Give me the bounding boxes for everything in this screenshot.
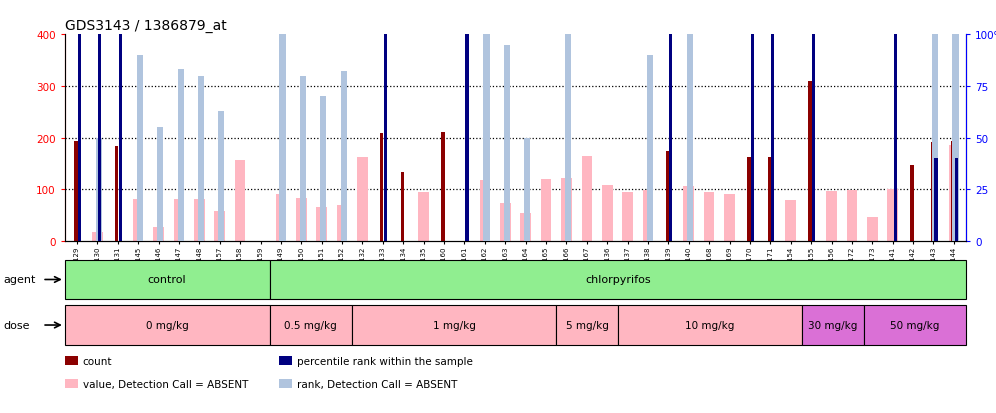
Bar [341,72,347,242]
Bar [99,0,102,242]
Bar [214,211,225,242]
Bar [116,147,119,242]
Text: GDS3143 / 1386879_at: GDS3143 / 1386879_at [65,19,226,33]
Bar [418,192,429,242]
Bar [646,56,652,242]
Text: 1 mg/kg: 1 mg/kg [432,320,475,330]
Text: 10 mg/kg: 10 mg/kg [685,320,735,330]
Bar [520,213,531,242]
Bar [317,207,327,242]
Text: dose: dose [3,320,30,330]
Bar [582,157,592,242]
Bar [724,194,735,242]
Bar [157,128,163,242]
Bar [400,173,404,242]
Bar [910,165,913,242]
Bar [358,157,368,242]
Bar [802,306,864,345]
Text: control: control [147,275,186,285]
Bar [198,76,204,242]
Bar [479,181,490,242]
Bar [867,217,877,242]
Bar [218,112,224,242]
Bar [173,199,184,242]
Bar [119,0,122,242]
Text: chlorpyrifos: chlorpyrifos [585,275,650,285]
Bar [747,157,751,242]
Bar [565,0,571,242]
Bar [153,227,164,242]
Bar [352,306,557,345]
Text: 50 mg/kg: 50 mg/kg [890,320,939,330]
Text: 5 mg/kg: 5 mg/kg [566,320,609,330]
Bar [483,0,489,242]
Text: rank, Detection Call = ABSENT: rank, Detection Call = ABSENT [297,379,457,389]
Bar [951,142,954,242]
Bar [337,206,348,242]
Text: value, Detection Call = ABSENT: value, Detection Call = ABSENT [83,379,248,389]
Bar [771,0,775,242]
Bar [92,232,103,242]
Bar [132,199,143,242]
Bar [864,306,966,345]
Bar [136,56,142,242]
Bar [276,194,286,242]
Bar [827,192,837,242]
Bar [812,0,815,242]
Bar [524,138,530,242]
Bar [786,200,796,242]
Bar [296,199,307,242]
Bar [768,157,771,242]
Bar [441,133,444,242]
Bar [75,142,78,242]
Bar [280,14,286,242]
Bar [383,0,387,242]
Bar [557,306,618,345]
Bar [602,186,613,242]
Bar [500,204,511,242]
Bar [65,306,270,345]
Bar [618,306,802,345]
Bar [177,70,183,242]
Bar [541,180,552,242]
Bar [687,21,693,242]
Bar [321,97,327,242]
Text: 30 mg/kg: 30 mg/kg [809,320,858,330]
Text: 0 mg/kg: 0 mg/kg [145,320,188,330]
Bar [847,191,858,242]
Text: percentile rank within the sample: percentile rank within the sample [297,356,473,366]
Bar [809,82,812,242]
Bar [235,161,245,242]
Text: 0.5 mg/kg: 0.5 mg/kg [284,320,337,330]
Bar [893,0,896,242]
Bar [465,0,468,242]
Text: count: count [83,356,113,366]
Bar [78,0,81,242]
Bar [683,186,694,242]
Bar [65,260,270,299]
Bar [669,0,672,242]
Bar [380,133,383,242]
Bar [704,192,714,242]
Bar [504,45,510,242]
Bar [561,178,572,242]
Bar [270,306,352,345]
Bar [931,142,934,242]
Bar [948,146,959,242]
Bar [194,199,204,242]
Text: agent: agent [3,275,36,285]
Bar [934,159,937,242]
Bar [932,0,938,242]
Bar [952,4,958,242]
Bar [887,190,898,242]
Bar [270,260,966,299]
Bar [751,0,754,242]
Bar [955,159,958,242]
Bar [665,152,669,242]
Bar [96,138,102,242]
Bar [642,191,653,242]
Bar [622,192,632,242]
Bar [300,76,306,242]
